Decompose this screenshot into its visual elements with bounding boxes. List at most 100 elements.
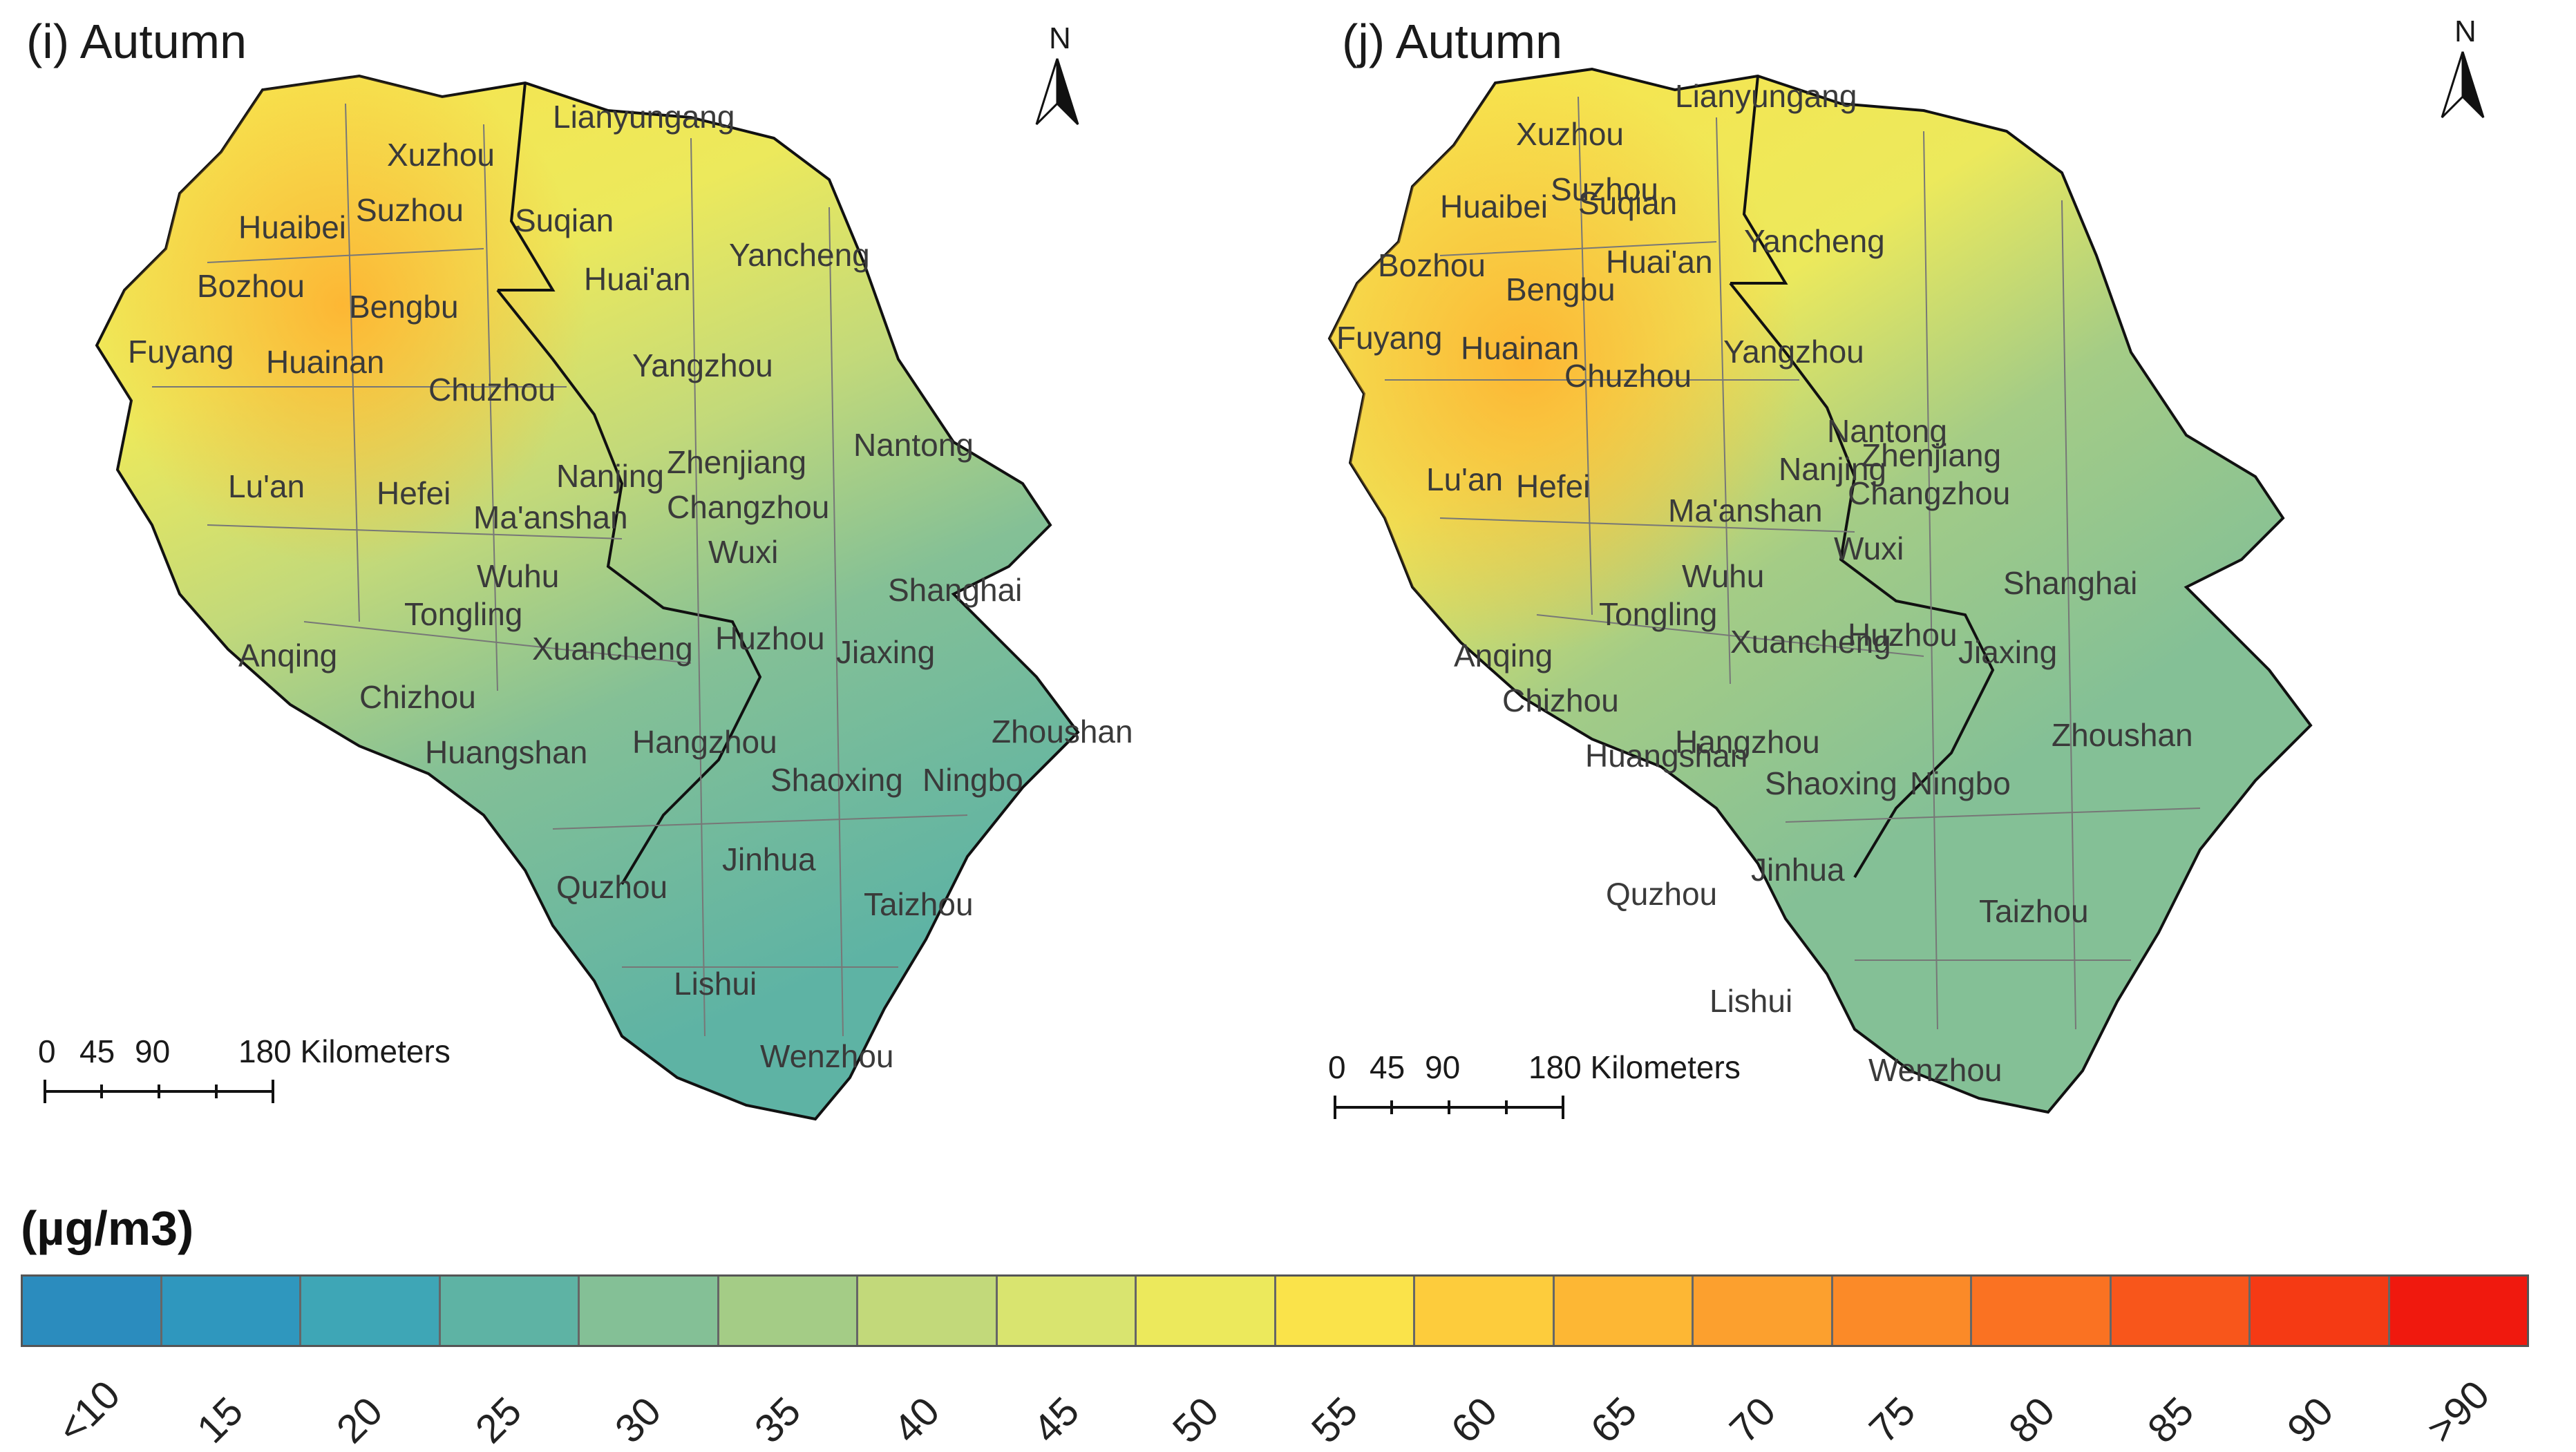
map-panel-left: (i) Autumn Xuzhou Lianyungang Huaibei Suzho… <box>0 0 1288 1174</box>
legend-tick-label: 15 <box>188 1388 252 1452</box>
city-label: Huangshan <box>1585 738 1748 774</box>
city-label: Ningbo <box>922 762 1023 798</box>
city-label: Zhoushan <box>2052 717 2193 753</box>
city-label: Quzhou <box>556 869 667 905</box>
legend-tick-label: 50 <box>1164 1388 1227 1452</box>
legend-swatch <box>1694 1277 1833 1345</box>
legend-swatch <box>2111 1277 2251 1345</box>
city-label: Lishui <box>674 966 757 1002</box>
city-label: Jinhua <box>722 841 816 877</box>
city-label: Hefei <box>377 475 451 511</box>
city-label: Wuhu <box>1682 558 1764 594</box>
city-label: Changzhou <box>667 489 829 525</box>
scale-bar: 0 45 90 180 Kilometers <box>38 1033 522 1116</box>
legend-tick-label: 65 <box>1582 1388 1645 1452</box>
svg-text:N: N <box>1049 21 1071 55</box>
city-label: Lianyungang <box>553 99 735 135</box>
city-label: Hangzhou <box>1675 724 1820 760</box>
city-label: Anqing <box>1454 638 1553 674</box>
north-arrow-icon: N <box>2441 15 2485 119</box>
legend-tick-label: 90 <box>2278 1388 2342 1452</box>
legend-swatch <box>1276 1277 1415 1345</box>
legend-tick-label: 20 <box>328 1388 391 1452</box>
legend-tick-labels: <10 15 20 25 30 35 40 45 50 55 60 65 70 75 80 85 90 >90 <box>21 1354 2529 1452</box>
city-label: Yancheng <box>729 237 870 273</box>
city-label: Tongling <box>1599 596 1717 632</box>
city-label: Wenzhou <box>1868 1052 2002 1088</box>
legend-swatch <box>23 1277 162 1345</box>
city-label: Lishui <box>1710 983 1792 1019</box>
city-label: Anqing <box>238 638 337 674</box>
panel-title: (i) Autumn <box>26 15 247 68</box>
city-label: Chuzhou <box>428 372 556 408</box>
city-label: Nanjing <box>1779 451 1886 487</box>
legend-swatch <box>580 1277 719 1345</box>
city-label: Wenzhou <box>760 1038 894 1074</box>
city-label: Huainan <box>266 344 384 380</box>
city-label: Ma'anshan <box>1668 493 1823 528</box>
legend-tick-label: 45 <box>1024 1388 1088 1452</box>
city-label: Suzhou <box>356 192 464 228</box>
city-label: Shanghai <box>2003 565 2137 601</box>
city-label: Chizhou <box>359 679 476 715</box>
legend-tick-label: 85 <box>2139 1388 2203 1452</box>
city-label: Taizhou <box>1979 893 2089 929</box>
city-label: Nanjing <box>556 458 664 494</box>
legend-tick-label: 30 <box>606 1388 670 1452</box>
legend-tick-label: 60 <box>1442 1388 1506 1452</box>
city-label: Bozhou <box>197 268 305 304</box>
legend-swatch <box>997 1277 1137 1345</box>
city-label: Nantong <box>1827 413 1947 449</box>
city-label: Xuancheng <box>1730 624 1891 660</box>
scale-bar-graphic <box>1334 1096 1564 1119</box>
panel-title: (j) Autumn <box>1342 15 1562 68</box>
legend-swatch <box>1972 1277 2112 1345</box>
city-label: Wuxi <box>1834 531 1904 566</box>
city-label: Taizhou <box>864 886 974 922</box>
city-label: Huangshan <box>425 734 587 770</box>
city-label: Huaibei <box>238 209 346 245</box>
city-label: Hefei <box>1516 468 1590 504</box>
city-label: Huzhou <box>715 620 825 656</box>
city-label: Shanghai <box>888 572 1022 608</box>
legend-tick-label: 35 <box>746 1388 809 1452</box>
city-label: Suzhou <box>1551 171 1658 207</box>
city-label: Lu'an <box>1426 461 1503 497</box>
city-label: Chuzhou <box>1564 358 1692 394</box>
legend-swatch <box>162 1277 301 1345</box>
city-label: Huaibei <box>1440 189 1548 225</box>
city-label: Suqian <box>1578 185 1677 221</box>
legend-swatch <box>2389 1277 2527 1345</box>
city-label: Bozhou <box>1378 247 1486 283</box>
legend-tick-label: 75 <box>1860 1388 1924 1452</box>
city-label: Changzhou <box>1848 475 2010 511</box>
scale-bar-graphic <box>44 1080 274 1103</box>
legend-tick-label: 80 <box>2000 1388 2063 1452</box>
city-label: Wuxi <box>708 534 778 570</box>
city-label: Yancheng <box>1744 223 1885 259</box>
city-boundaries <box>152 103 968 1037</box>
city-label: Zhenjiang <box>667 444 806 480</box>
province-border <box>498 82 556 292</box>
legend-swatch <box>440 1277 580 1345</box>
legend-swatch <box>2251 1277 2390 1345</box>
legend-swatch <box>1415 1277 1555 1345</box>
city-label: Yangzhou <box>1723 334 1864 370</box>
city-label: Xuzhou <box>387 137 495 173</box>
city-label: Ningbo <box>1910 765 2011 801</box>
city-label: Lianyungang <box>1675 78 1857 114</box>
city-label: Ma'anshan <box>473 499 628 535</box>
city-label: Fuyang <box>1336 320 1442 356</box>
city-label: Jiaxing <box>1958 634 2057 670</box>
city-label: Bengbu <box>349 289 459 325</box>
city-labels-left: Xuzhou Lianyungang Huaibei Suzhou Suqian Bozh… <box>128 99 1133 1074</box>
city-label: Suqian <box>515 202 614 238</box>
legend-unit-label: (µg/m3) <box>21 1201 194 1255</box>
city-label: Xuancheng <box>532 631 693 667</box>
legend-tick-label: 25 <box>467 1388 531 1452</box>
legend-tick-label: 70 <box>1721 1388 1785 1452</box>
city-label: Bengbu <box>1506 271 1616 307</box>
legend-swatch <box>1137 1277 1276 1345</box>
legend-swatch <box>858 1277 998 1345</box>
